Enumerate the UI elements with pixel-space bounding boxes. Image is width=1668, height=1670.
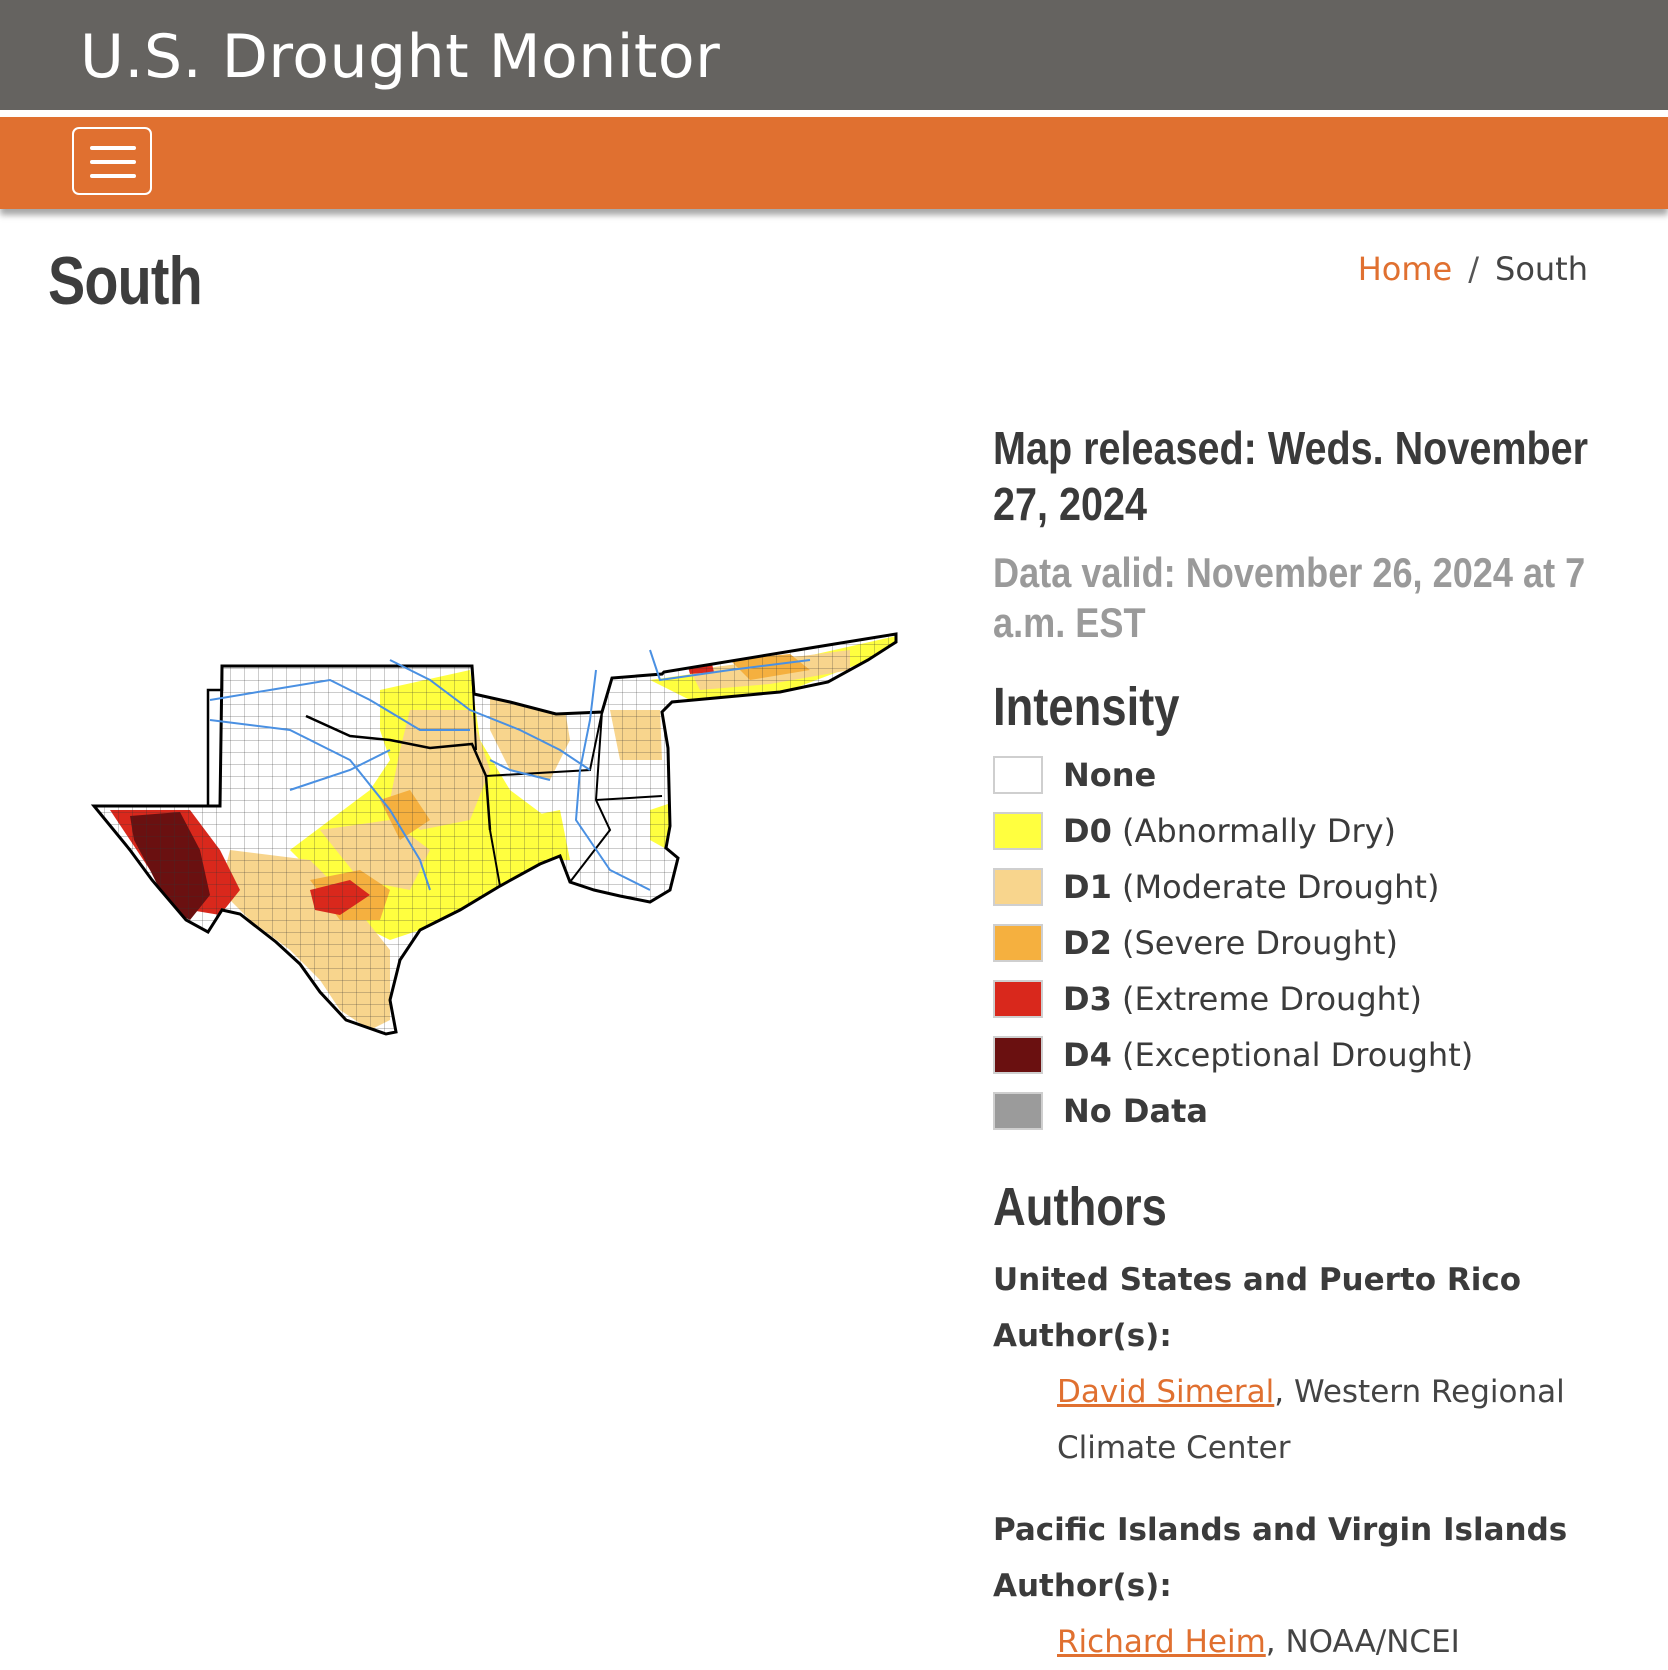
page-title: South (48, 243, 203, 319)
author-link[interactable]: David Simeral (1057, 1374, 1275, 1410)
legend-swatch (993, 812, 1043, 850)
legend-swatch (993, 980, 1043, 1018)
authors-heading: Authors (993, 1177, 1167, 1237)
hamburger-icon[interactable] (72, 127, 152, 195)
legend-swatch (993, 1092, 1043, 1130)
legend-swatch (993, 756, 1043, 794)
site-header: U.S. Drought Monitor (0, 0, 1668, 110)
drought-map[interactable] (90, 620, 910, 1120)
legend-label: D0 (Abnormally Dry) (1063, 812, 1397, 850)
hamburger-line (90, 146, 136, 150)
legend-label: None (1063, 756, 1157, 794)
data-valid-date: Data valid: November 26, 2024 at 7 a.m. … (993, 549, 1586, 646)
breadcrumb-separator: / (1468, 250, 1479, 288)
author-affiliation: , Western Regional Climate Center (1057, 1374, 1565, 1466)
breadcrumb-home-link[interactable]: Home (1357, 250, 1453, 288)
legend-heading: Intensity (993, 677, 1180, 737)
hamburger-line (90, 160, 136, 164)
legend-swatch (993, 868, 1043, 906)
nav-bar (0, 117, 1668, 209)
header-divider (0, 110, 1668, 117)
legend-swatch (993, 1036, 1043, 1074)
hamburger-line (90, 174, 136, 178)
author-link[interactable]: Richard Heim (1057, 1624, 1266, 1660)
author-entry: David Simeral, Western Regional Climate … (993, 1364, 1633, 1476)
author-affiliation: , NOAA/NCEI (1265, 1624, 1460, 1660)
breadcrumb-current: South (1495, 250, 1588, 288)
map-released-date: Map released: Weds. November 27, 2024 (993, 422, 1589, 530)
author-group-title: United States and Puerto Rico Author(s): (993, 1262, 1521, 1354)
site-title[interactable]: U.S. Drought Monitor (80, 22, 721, 92)
legend-label: D1 (Moderate Drought) (1063, 868, 1440, 906)
map-info: Map released: Weds. November 27, 2024 Da… (993, 420, 1633, 648)
breadcrumb: Home / South (1358, 250, 1588, 288)
legend-label: No Data (1063, 1092, 1208, 1130)
legend-label: D3 (Extreme Drought) (1063, 980, 1422, 1018)
legend-label: D2 (Severe Drought) (1063, 924, 1398, 962)
legend-swatch (993, 924, 1043, 962)
author-group-title: Pacific Islands and Virgin Islands Autho… (993, 1512, 1568, 1604)
legend-label: D4 (Exceptional Drought) (1063, 1036, 1474, 1074)
drought-map-image (90, 632, 898, 1036)
author-entry: Richard Heim, NOAA/NCEI (993, 1614, 1633, 1670)
authors-list: United States and Puerto Rico Author(s):… (993, 1252, 1633, 1670)
